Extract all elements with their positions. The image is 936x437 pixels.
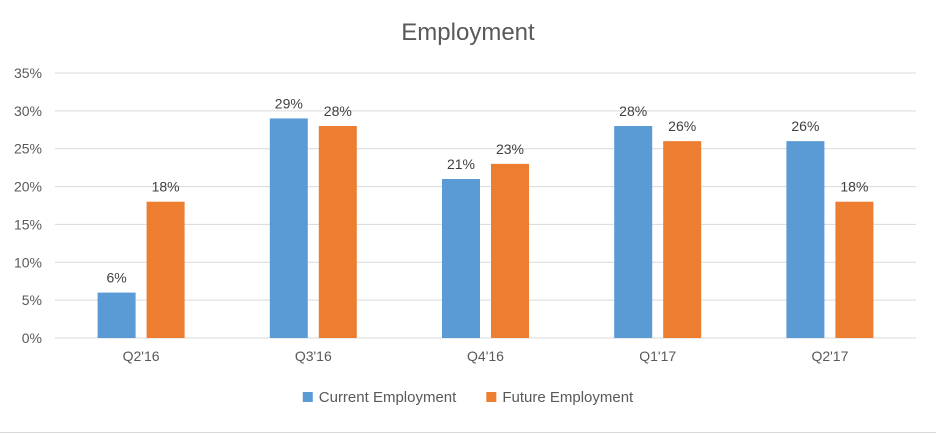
y-axis-tick-labels: 0% 5% 10% 15% 20% 25% 30% 35% [14,65,42,346]
bar-current-employment [614,126,653,338]
bar-future-employment [663,141,702,338]
y-tick-label: 5% [22,292,42,308]
bars [97,118,874,338]
bar-future-employment [318,126,357,338]
legend-swatch [486,392,497,402]
y-tick-label: 10% [14,254,42,270]
legend-item-current-employment: Current Employment [302,389,457,406]
y-tick-label: 20% [14,179,42,195]
bar-current-employment [97,292,136,338]
data-label: 21% [447,156,475,172]
x-tick-label: Q4'16 [467,348,504,364]
data-label: 6% [106,270,126,286]
data-label: 28% [324,103,352,119]
data-label: 26% [668,118,696,134]
data-labels: 6% 18% 29% 28% 21% 23% 28% 26% 26% 18% [106,95,868,285]
bar-current-employment [786,141,825,338]
y-tick-label: 0% [22,330,42,346]
legend-swatch [302,392,313,402]
legend-item-future-employment: Future Employment [486,389,634,406]
y-tick-label: 30% [14,103,42,119]
data-label: 18% [840,179,868,195]
x-axis-tick-labels: Q2'16 Q3'16 Q4'16 Q1'17 Q2'17 [123,348,849,364]
bar-current-employment [269,118,308,338]
x-tick-label: Q2'17 [811,348,848,364]
data-label: 28% [619,103,647,119]
legend-label: Future Employment [502,389,634,406]
bar-current-employment [442,179,480,338]
data-label: 18% [152,179,180,195]
legend: Current Employment Future Employment [302,389,634,406]
y-tick-label: 35% [14,65,42,81]
bar-future-employment [835,201,874,338]
chart-title: Employment [401,19,535,46]
data-label: 26% [791,118,819,134]
x-tick-label: Q3'16 [295,348,332,364]
data-label: 29% [275,95,303,111]
y-tick-label: 15% [14,216,42,232]
x-tick-label: Q2'16 [123,348,160,364]
bar-future-employment [146,201,185,338]
bar-future-employment [491,163,529,338]
data-label: 23% [496,141,524,157]
y-tick-label: 25% [14,141,42,157]
gridlines [55,72,916,339]
x-tick-label: Q1'17 [639,348,676,364]
legend-label: Current Employment [319,389,457,406]
